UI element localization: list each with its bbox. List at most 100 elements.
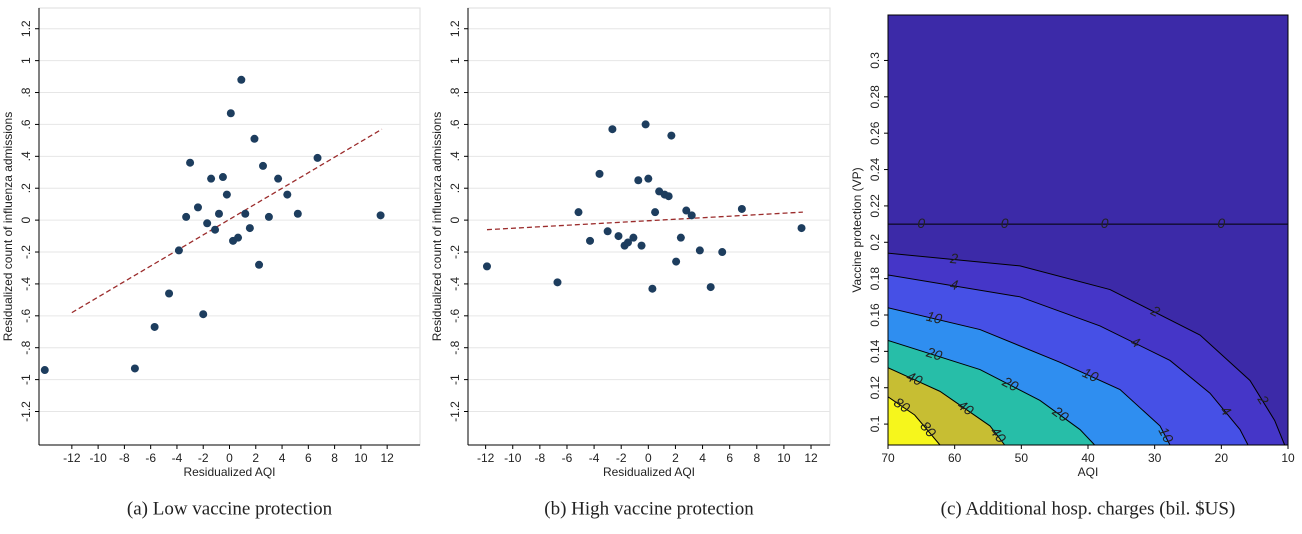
contour-label: 20 [1049, 402, 1072, 425]
y-tick-label: 0.2 [868, 234, 882, 251]
contour-label: 0 [917, 215, 925, 231]
scatter-point [797, 224, 806, 233]
x-tick-label: 4 [279, 451, 286, 465]
scatter-point [648, 284, 657, 293]
scatter-point [641, 120, 650, 129]
contour-label: 2 [948, 250, 958, 267]
scatter-point [482, 262, 491, 271]
scatter-point [222, 190, 231, 199]
y-tick-label: .8 [19, 87, 33, 97]
contour-label: 10 [1080, 364, 1101, 385]
contour-label: 20 [999, 373, 1021, 395]
scatter-point [687, 211, 696, 220]
x-tick-label: 8 [331, 451, 338, 465]
y-tick-label: 0.16 [868, 303, 882, 327]
y-tick-label: 0.18 [868, 267, 882, 291]
x-tick-label: 0 [226, 451, 233, 465]
y-tick-label: 1.2 [19, 20, 33, 37]
scatter-point [637, 241, 646, 250]
y-tick-label: 1.2 [448, 20, 462, 37]
y-tick-label: 0.28 [868, 85, 882, 109]
y-tick-label: -1.2 [19, 401, 33, 422]
x-tick-label: 0 [645, 451, 652, 465]
x-tick-label: 2 [252, 451, 259, 465]
y-tick-label: -.6 [448, 308, 462, 322]
caption: (b) High vaccine protection [544, 498, 754, 519]
x-tick-label: -12 [477, 451, 495, 465]
scatter-point [283, 190, 292, 199]
y-tick-label: .6 [448, 119, 462, 129]
scatter-point [553, 278, 562, 287]
contour-label: 10 [925, 308, 944, 327]
scatter-point [623, 238, 632, 247]
contour-line [887, 274, 1249, 446]
scatter-point [174, 246, 183, 255]
x-tick-label: 10 [354, 451, 368, 465]
x-tick-label: -4 [172, 451, 183, 465]
scatter-point [682, 206, 691, 215]
y-tick-label: .2 [448, 183, 462, 193]
y-tick-label: -.8 [448, 340, 462, 354]
y-axis-label: Residualized count of influenza admissio… [1, 112, 15, 341]
x-tick-label: 4 [699, 451, 706, 465]
y-tick-label: 0.1 [868, 415, 882, 432]
scatter-point [595, 169, 604, 178]
x-tick-label: 40 [1081, 451, 1095, 465]
y-tick-label: 0 [448, 216, 462, 223]
contour-label: 0 [1001, 215, 1009, 231]
scatter-point [608, 125, 617, 134]
y-tick-label: -.4 [19, 277, 33, 291]
caption: (c) Additional hosp. charges (bil. $US) [941, 498, 1236, 519]
x-tick-label: 6 [305, 451, 312, 465]
y-tick-label: 0.24 [868, 158, 882, 182]
scatter-point [293, 209, 302, 218]
fit-line [71, 128, 383, 314]
contour-line [887, 307, 1171, 446]
x-tick-label: -8 [119, 451, 130, 465]
y-tick-label: -.4 [448, 277, 462, 291]
scatter-point [186, 158, 195, 167]
x-tick-label: -2 [616, 451, 627, 465]
y-tick-label: 0.12 [868, 376, 882, 400]
scatter-point [226, 109, 235, 118]
scatter-point [259, 161, 268, 170]
y-tick-label: -1 [448, 374, 462, 385]
scatter-point [614, 232, 623, 241]
x-tick-label: -8 [535, 451, 546, 465]
contour-label: 40 [955, 397, 977, 419]
y-tick-label: 1 [448, 57, 462, 64]
scatter-point [644, 174, 653, 183]
y-tick-label: 0.14 [868, 339, 882, 363]
scatter-point [199, 310, 208, 319]
scatter-point [706, 283, 715, 292]
contour-line [887, 252, 1286, 446]
scatter-point [150, 322, 159, 331]
scatter-point [629, 233, 638, 242]
scatter-point [737, 204, 746, 213]
contour-label: 80 [891, 394, 913, 416]
x-tick-label: 70 [881, 451, 895, 465]
y-tick-label: .4 [448, 151, 462, 161]
scatter-point [586, 236, 595, 245]
scatter-point [193, 203, 202, 212]
x-tick-label: 20 [1215, 451, 1229, 465]
scatter-point [182, 212, 191, 221]
scatter-point [250, 134, 259, 143]
x-tick-label: -10 [89, 451, 107, 465]
scatter-point [234, 233, 243, 242]
scatter-point [667, 131, 676, 140]
x-tick-label: 10 [777, 451, 791, 465]
x-tick-label: 60 [948, 451, 962, 465]
y-tick-label: .6 [19, 119, 33, 129]
scatter-point [237, 75, 246, 84]
x-tick-label: 12 [804, 451, 818, 465]
x-tick-label: 6 [726, 451, 733, 465]
scatter-point [245, 224, 254, 233]
x-tick-label: -12 [63, 451, 81, 465]
y-tick-label: .2 [19, 183, 33, 193]
x-tick-label: 2 [672, 451, 679, 465]
y-axis-label: Residualized count of influenza admissio… [430, 112, 444, 341]
x-tick-label: 12 [380, 451, 394, 465]
scatter-point [676, 233, 685, 242]
